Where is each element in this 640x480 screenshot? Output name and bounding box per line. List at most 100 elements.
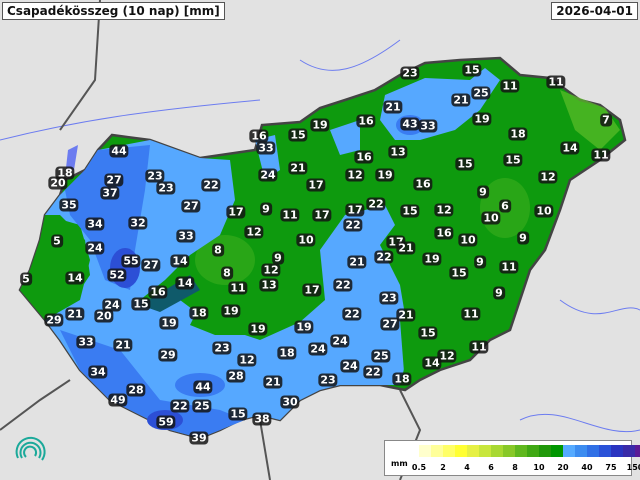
station-value: 10 (534, 204, 554, 218)
station-value: 14 (560, 141, 580, 155)
station-value: 17 (306, 178, 326, 192)
station-value: 16 (148, 285, 168, 299)
station-value: 23 (318, 373, 338, 387)
legend-swatch (551, 445, 563, 457)
legend-swatch (407, 445, 419, 457)
station-value: 6 (499, 199, 511, 213)
legend-swatch (503, 445, 515, 457)
station-value: 22 (366, 197, 386, 211)
station-value: 18 (508, 127, 528, 141)
station-value: 21 (263, 375, 283, 389)
station-value: 35 (59, 198, 79, 212)
station-value: 21 (383, 100, 403, 114)
station-value: 19 (248, 322, 268, 336)
station-value: 19 (472, 112, 492, 126)
station-value: 18 (392, 372, 412, 386)
station-value: 9 (272, 251, 284, 265)
station-value: 28 (126, 383, 146, 397)
station-value: 21 (396, 308, 416, 322)
station-value: 15 (400, 204, 420, 218)
station-value: 39 (189, 431, 209, 445)
station-value: 11 (499, 260, 519, 274)
station-value: 11 (280, 208, 300, 222)
station-value: 11 (546, 75, 566, 89)
station-value: 12 (437, 349, 457, 363)
legend-swatch (587, 445, 599, 457)
station-value: 14 (422, 356, 442, 370)
legend-swatch (635, 445, 640, 457)
legend: mm 0.5246810204075150250 (384, 440, 640, 476)
station-value: 16 (249, 129, 269, 143)
station-value: 22 (374, 250, 394, 264)
station-value: 15 (131, 297, 151, 311)
legend-swatch (611, 445, 623, 457)
legend-tick: 4 (464, 463, 470, 472)
legend-tick: 2 (440, 463, 446, 472)
station-value: 52 (107, 268, 127, 282)
station-value: 25 (371, 349, 391, 363)
station-value: 16 (354, 150, 374, 164)
station-value: 27 (181, 199, 201, 213)
rivers (0, 39, 640, 433)
logo-icon (15, 436, 46, 461)
station-value: 11 (228, 281, 248, 295)
station-value: 5 (51, 234, 63, 248)
station-value: 23 (400, 66, 420, 80)
station-value: 9 (474, 255, 486, 269)
station-value: 33 (176, 229, 196, 243)
station-value: 22 (363, 365, 383, 379)
station-value: 44 (109, 144, 129, 158)
legend-swatch (455, 445, 467, 457)
station-value: 19 (375, 168, 395, 182)
station-value: 24 (85, 241, 105, 255)
station-value: 20 (94, 309, 114, 323)
station-value: 12 (434, 203, 454, 217)
station-value: 34 (88, 365, 108, 379)
station-value: 24 (308, 342, 328, 356)
station-value: 23 (379, 291, 399, 305)
station-value: 24 (340, 359, 360, 373)
station-value: 21 (451, 93, 471, 107)
station-value: 19 (159, 316, 179, 330)
station-value: 11 (591, 148, 611, 162)
station-value: 9 (477, 185, 489, 199)
station-value: 18 (189, 306, 209, 320)
legend-tick: 20 (557, 463, 569, 472)
legend-swatch (563, 445, 575, 457)
station-value: 21 (65, 307, 85, 321)
station-value: 18 (277, 346, 297, 360)
legend-swatch (443, 445, 455, 457)
station-value: 17 (226, 205, 246, 219)
station-value: 21 (396, 241, 416, 255)
legend-swatch (419, 445, 431, 457)
station-value: 29 (44, 313, 64, 327)
legend-swatch (467, 445, 479, 457)
station-value: 13 (259, 278, 279, 292)
legend-tick: 0.5 (411, 463, 427, 472)
station-value: 23 (156, 181, 176, 195)
station-value: 15 (462, 63, 482, 77)
station-value: 24 (102, 298, 122, 312)
station-value: 11 (500, 79, 520, 93)
station-value: 27 (141, 258, 161, 272)
station-value: 11 (469, 340, 489, 354)
map-title: Csapadékösszeg (10 nap) [mm] (2, 2, 225, 20)
station-value: 10 (481, 211, 501, 225)
station-value: 43 (400, 117, 420, 131)
station-value: 22 (342, 307, 362, 321)
station-value: 21 (288, 161, 308, 175)
legend-swatch (575, 445, 587, 457)
station-value: 16 (413, 177, 433, 191)
station-value: 19 (422, 252, 442, 266)
legend-swatch (479, 445, 491, 457)
station-value: 8 (221, 266, 233, 280)
station-value: 17 (312, 208, 332, 222)
station-value: 19 (221, 304, 241, 318)
station-value: 7 (600, 113, 612, 127)
legend-swatch (431, 445, 443, 457)
station-value: 21 (113, 338, 133, 352)
legend-color-scale (407, 445, 640, 457)
station-value: 25 (471, 86, 491, 100)
legend-tick: 40 (581, 463, 593, 472)
